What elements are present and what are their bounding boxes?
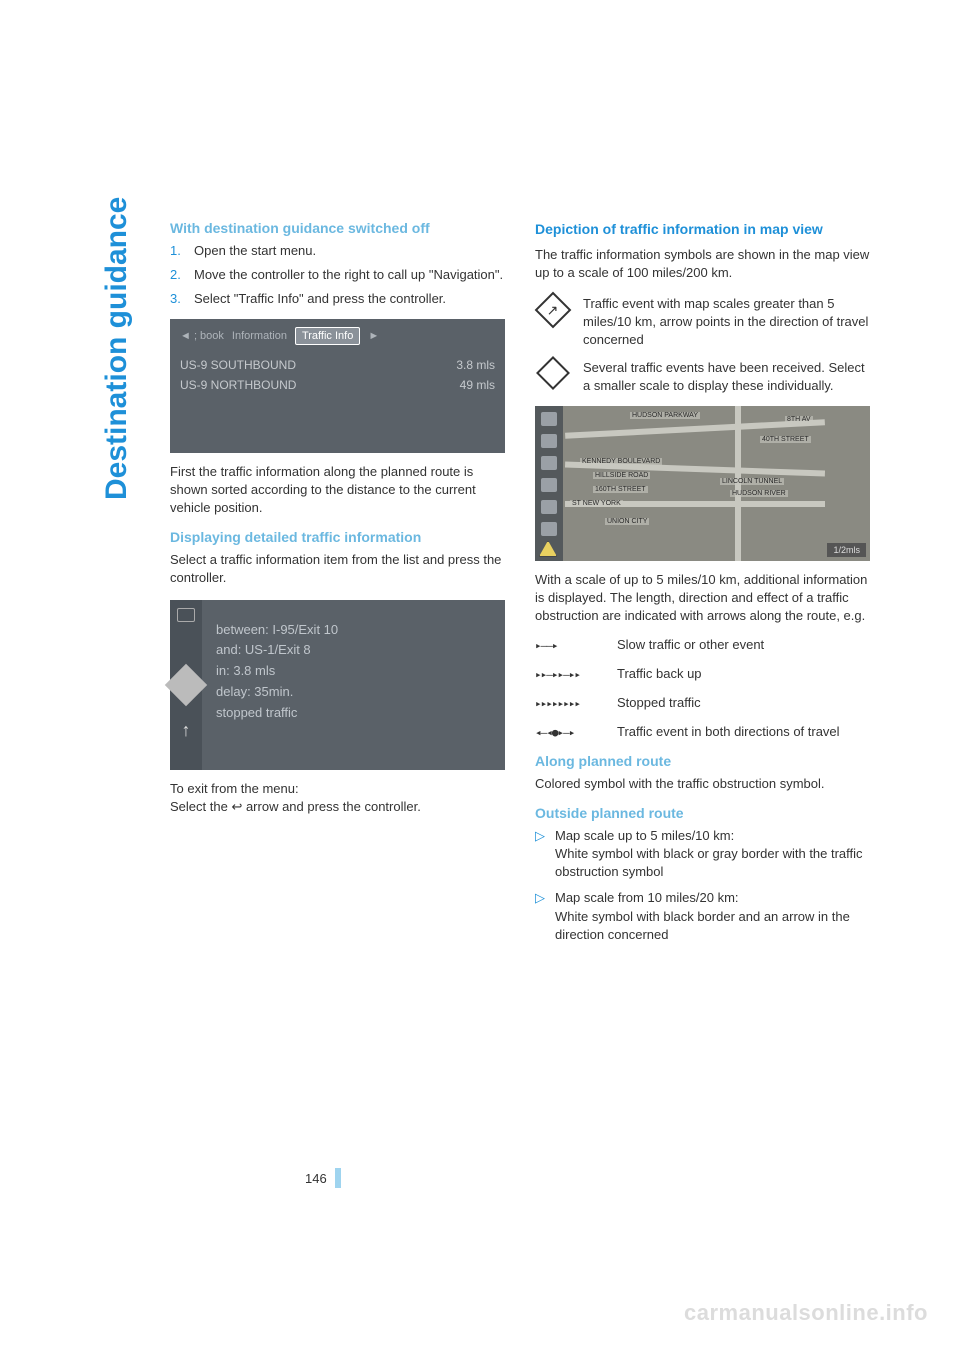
list-item: ▷Map scale up to 5 miles/10 km: White sy… bbox=[535, 827, 870, 882]
arrow-glyph-icon: ◂—◂●▸—▸ bbox=[535, 726, 605, 739]
arrow-text: Stopped traffic bbox=[617, 695, 701, 712]
traffic-list-screenshot: ◄ ; book Information Traffic Info ► US-9… bbox=[170, 319, 505, 453]
arrow-legend: ▸▸▸▸▸▸▸▸ Stopped traffic bbox=[535, 695, 870, 712]
ss-tab-traffic: Traffic Info bbox=[295, 327, 360, 345]
arrow-glyph-icon: ▸▸▸▸▸▸▸▸ bbox=[535, 697, 605, 710]
map-label: UNION CITY bbox=[605, 518, 649, 525]
back-arrow-icon: ↩ bbox=[231, 798, 242, 816]
map-label: 40TH STREET bbox=[760, 436, 811, 443]
heading-along-route: Along planned route bbox=[535, 753, 870, 769]
arrow-text: Traffic back up bbox=[617, 666, 702, 683]
triangle-icon: ▷ bbox=[535, 827, 555, 882]
map-btn-icon bbox=[541, 522, 557, 536]
arrow-glyph-icon: ▸▸—▸▸—▸▸ bbox=[535, 668, 605, 681]
paragraph: With a scale of up to 5 miles/10 km, add… bbox=[535, 571, 870, 626]
map-btn-icon bbox=[541, 412, 557, 426]
traffic-row: US-9 NORTHBOUND49 mls bbox=[180, 375, 495, 395]
map-label: 8TH AV bbox=[785, 416, 813, 423]
map-label: HILLSIDE ROAD bbox=[593, 472, 650, 479]
arrow-legend: ▸▸—▸▸—▸▸ Traffic back up bbox=[535, 666, 870, 683]
diamond-icon bbox=[165, 663, 207, 705]
detail-line: between: I-95/Exit 10 bbox=[216, 620, 491, 641]
step-1: 1.Open the start menu. bbox=[170, 242, 505, 260]
map-btn-icon bbox=[541, 434, 557, 448]
traffic-row: US-9 SOUTHBOUND3.8 mls bbox=[180, 355, 495, 375]
icon-description: Traffic event with map scales greater th… bbox=[535, 295, 870, 350]
heading-depiction: Depiction of traffic information in map … bbox=[535, 220, 870, 238]
map-label: 160TH STREET bbox=[593, 486, 648, 493]
ss-tab-right: ► bbox=[368, 330, 379, 342]
right-column: Depiction of traffic information in map … bbox=[535, 220, 870, 952]
steps-list: 1.Open the start menu. 2.Move the contro… bbox=[170, 242, 505, 309]
icon-text: Traffic event with map scales greater th… bbox=[583, 295, 870, 350]
heading-guidance-off: With destination guidance switched off bbox=[170, 220, 505, 236]
icon-description: Several traffic events have been receive… bbox=[535, 359, 870, 395]
heading-outside-route: Outside planned route bbox=[535, 805, 870, 821]
detail-line: and: US-1/Exit 8 bbox=[216, 640, 491, 661]
page-content: With destination guidance switched off 1… bbox=[0, 0, 960, 952]
list-item: ▷Map scale from 10 miles/20 km: White sy… bbox=[535, 889, 870, 944]
map-label: KENNEDY BOULEVARD bbox=[580, 458, 662, 465]
paragraph: To exit from the menu: Select the ↩ arro… bbox=[170, 780, 505, 816]
map-label: LINCOLN TUNNEL bbox=[720, 478, 784, 485]
map-btn-icon bbox=[541, 500, 557, 514]
map-btn-icon bbox=[541, 478, 557, 492]
back-icon bbox=[177, 608, 195, 622]
arrow-glyph-icon: ▸——▸ bbox=[535, 639, 605, 652]
icon-text: Several traffic events have been receive… bbox=[583, 359, 870, 395]
arrow-legend: ▸——▸ Slow traffic or other event bbox=[535, 637, 870, 654]
step-text: Select "Traffic Info" and press the cont… bbox=[194, 290, 446, 308]
up-arrow-icon: ↑ bbox=[182, 720, 191, 741]
map-screenshot: HUDSON PARKWAY KENNEDY BOULEVARD HILLSID… bbox=[535, 406, 870, 561]
detail-line: in: 3.8 mls bbox=[216, 661, 491, 682]
diamond-arrow-icon bbox=[535, 291, 572, 328]
step-2: 2.Move the controller to the right to ca… bbox=[170, 266, 505, 284]
step-num: 1. bbox=[170, 242, 194, 260]
map-btn-icon bbox=[541, 456, 557, 470]
bullet-list: ▷Map scale up to 5 miles/10 km: White sy… bbox=[535, 827, 870, 944]
triangle-icon: ▷ bbox=[535, 889, 555, 944]
paragraph: Select a traffic information item from t… bbox=[170, 551, 505, 587]
map-label: HUDSON RIVER bbox=[730, 490, 788, 497]
arrow-legend: ◂—◂●▸—▸ Traffic event in both directions… bbox=[535, 724, 870, 741]
page-number: 146 bbox=[305, 1168, 341, 1188]
heading-detailed: Displaying detailed traffic information bbox=[170, 529, 505, 545]
step-text: Move the controller to the right to call… bbox=[194, 266, 503, 284]
paragraph: First the traffic information along the … bbox=[170, 463, 505, 518]
map-label: ST NEW YORK bbox=[570, 500, 623, 507]
map-label: HUDSON PARKWAY bbox=[630, 412, 700, 419]
traffic-detail-screenshot: ↑ between: I-95/Exit 10 and: US-1/Exit 8… bbox=[170, 600, 505, 770]
step-3: 3.Select "Traffic Info" and press the co… bbox=[170, 290, 505, 308]
step-num: 3. bbox=[170, 290, 194, 308]
watermark: carmanualsonline.info bbox=[684, 1300, 928, 1326]
paragraph: Colored symbol with the traffic obstruct… bbox=[535, 775, 870, 793]
detail-line: delay: 35min. bbox=[216, 682, 491, 703]
detail-line: stopped traffic bbox=[216, 703, 491, 724]
step-text: Open the start menu. bbox=[194, 242, 316, 260]
page-marker-icon bbox=[335, 1168, 341, 1188]
ss-tab-info: Information bbox=[232, 330, 287, 342]
diamond-icon bbox=[536, 356, 570, 390]
step-num: 2. bbox=[170, 266, 194, 284]
arrow-text: Slow traffic or other event bbox=[617, 637, 764, 654]
paragraph: The traffic information symbols are show… bbox=[535, 246, 870, 282]
arrow-text: Traffic event in both directions of trav… bbox=[617, 724, 840, 741]
bullet-text: Map scale from 10 miles/20 km: White sym… bbox=[555, 889, 870, 944]
bullet-text: Map scale up to 5 miles/10 km: White sym… bbox=[555, 827, 870, 882]
left-column: With destination guidance switched off 1… bbox=[170, 220, 505, 952]
map-scale: 1/2mls bbox=[827, 543, 866, 557]
ss-tab-book: ◄ ; book bbox=[180, 330, 224, 342]
